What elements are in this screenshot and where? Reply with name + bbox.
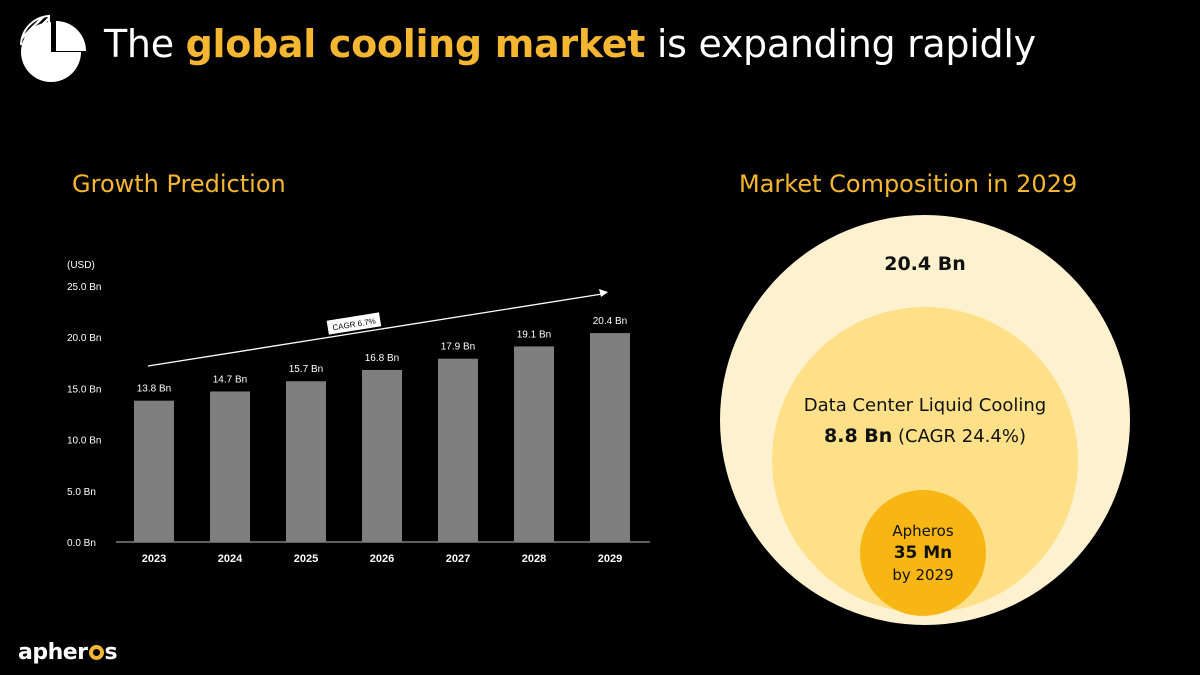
cagr-annotation: CAGR 6.7% [325, 311, 383, 336]
segment-label: Data Center Liquid Cooling [803, 395, 1047, 416]
brand-logo: apher s [18, 640, 118, 665]
page-title: The global cooling market is expanding r… [104, 22, 1036, 66]
y-tick-label: 0.0 Bn [67, 538, 96, 549]
x-tick-label: 2023 [142, 553, 166, 565]
x-tick-label: 2025 [294, 553, 318, 565]
cagr-box [325, 311, 383, 336]
data-label: 13.8 Bn [137, 384, 171, 395]
segment-cagr: (CAGR 24.4%) [892, 426, 1026, 447]
data-label: 16.8 Bn [365, 353, 399, 364]
bar-2028 [514, 346, 554, 542]
growth-heading: Growth Prediction [72, 170, 286, 198]
pie-chart-icon [19, 14, 86, 82]
bar-2024 [210, 391, 250, 542]
y-tick-label: 10.0 Bn [67, 436, 101, 447]
y-axis-unit: (USD) [67, 260, 95, 271]
data-label: 19.1 Bn [517, 329, 551, 340]
bar-2027 [438, 358, 478, 542]
x-tick-label: 2028 [522, 553, 546, 565]
composition-heading: Market Composition in 2029 [739, 170, 1078, 198]
cagr-arrow-head [599, 289, 608, 297]
segment-value-line: 8.8 Bn (CAGR 24.4%) [772, 425, 1078, 447]
cagr-arrow-line [147, 293, 603, 367]
y-tick-label: 5.0 Bn [67, 487, 96, 498]
bar-2026 [362, 369, 402, 542]
brand-logo-o-mark [88, 645, 104, 660]
segment-value: 8.8 Bn [824, 425, 893, 447]
data-label: 20.4 Bn [593, 316, 627, 327]
apheros-value: 35 Mn [893, 543, 953, 563]
growth-bar-chart: (USD) 0.0 Bn 5.0 Bn 10.0 Bn 15.0 Bn 20.0 Bn 25… [67, 260, 650, 565]
apheros-name: Apheros [892, 522, 954, 540]
bar-2025 [286, 381, 326, 542]
data-label: 15.7 Bn [289, 364, 323, 375]
title-highlight: global cooling market [185, 22, 646, 66]
data-label: 17.9 Bn [441, 342, 475, 353]
x-tick-label: 2026 [370, 553, 394, 565]
x-tick-label: 2029 [598, 553, 622, 565]
apheros-block: Apheros 35 Mn by 2029 [860, 520, 986, 586]
bar-2023 [134, 400, 174, 542]
total-market-value: 20.4 Bn [884, 253, 966, 275]
apheros-note: by 2029 [892, 566, 954, 584]
y-tick-label: 20.0 Bn [67, 333, 101, 344]
bar-2029 [590, 333, 630, 542]
y-tick-label: 15.0 Bn [67, 384, 101, 395]
x-tick-label: 2027 [446, 553, 470, 565]
x-tick-label: 2024 [218, 553, 243, 565]
data-label: 14.7 Bn [213, 374, 247, 385]
apheros-circle [860, 490, 986, 616]
y-tick-label: 25.0 Bn [67, 282, 101, 293]
